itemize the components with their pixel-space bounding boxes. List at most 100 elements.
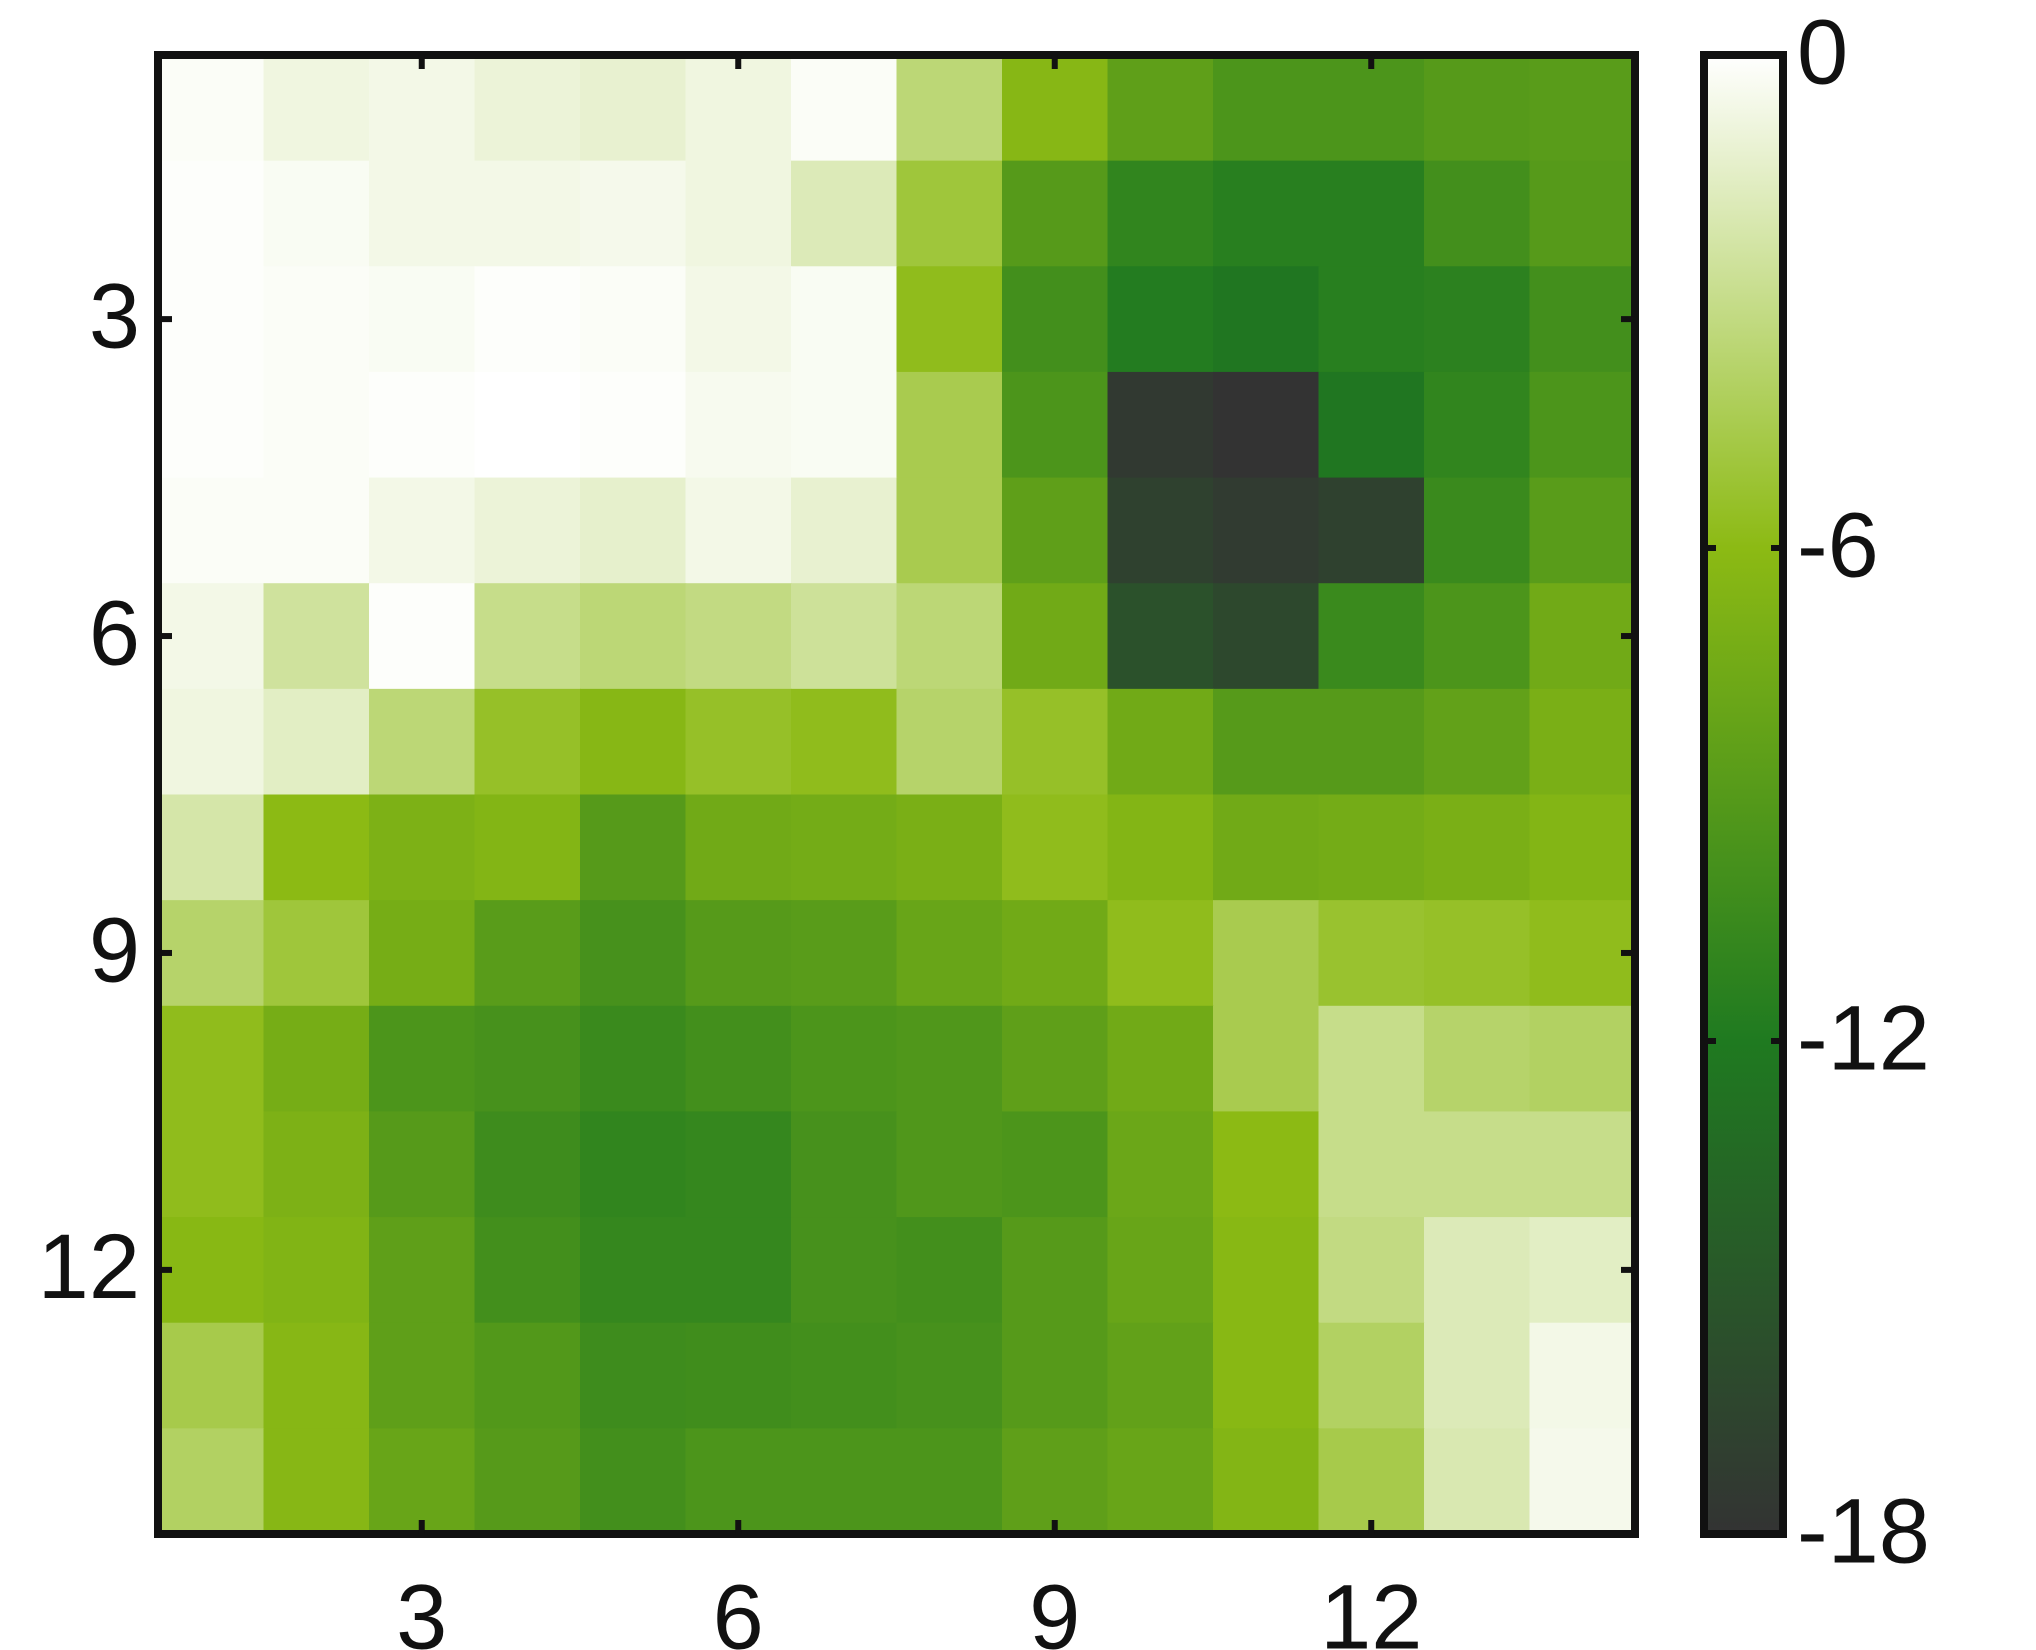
colorbar [1700, 51, 1787, 1538]
heatmap-cell [1424, 688, 1531, 796]
heatmap-cell [369, 371, 476, 479]
heatmap-cell [263, 1111, 370, 1218]
heatmap-cell [1318, 1217, 1425, 1324]
heatmap-cell [896, 688, 1003, 796]
heatmap-cell [263, 688, 370, 796]
heatmap-cell [1107, 794, 1214, 901]
heatmap-cell [1529, 477, 1636, 585]
heatmap-cell [1107, 477, 1214, 585]
y-tick-label: 6 [89, 582, 140, 684]
heatmap-cell [1002, 688, 1109, 796]
heatmap-cell [369, 794, 476, 901]
heatmap-cell [474, 160, 581, 268]
x-tick-label: 6 [713, 1566, 764, 1650]
x-tick-label: 9 [1029, 1566, 1080, 1650]
heatmap-cell [1107, 583, 1214, 690]
heatmap-cell [263, 55, 370, 162]
heatmap-cell [580, 477, 687, 585]
heatmap-cell [580, 371, 687, 479]
heatmap-cell [158, 1217, 265, 1324]
heatmap-cell [685, 900, 792, 1007]
heatmap-cell [685, 160, 792, 268]
heatmap-cell [158, 1005, 265, 1113]
heatmap-cell [158, 266, 265, 373]
heatmap-cell [263, 371, 370, 479]
heatmap-cell [685, 1217, 792, 1324]
heatmap-cell [896, 583, 1003, 690]
heatmap-cell [369, 1428, 476, 1535]
heatmap-cell [685, 688, 792, 796]
heatmap-cell [580, 1217, 687, 1324]
heatmap-cell [1213, 160, 1320, 268]
heatmap-cell [1529, 794, 1636, 901]
heatmap-cell [685, 1322, 792, 1430]
heatmap-cell [263, 1322, 370, 1430]
y-tick-label: 12 [38, 1216, 140, 1318]
heatmap-cell [685, 1111, 792, 1218]
heatmap-cell [1424, 477, 1531, 585]
heatmap-cell [1002, 794, 1109, 901]
heatmap-cell [896, 1217, 1003, 1324]
heatmap-cell [263, 266, 370, 373]
heatmap-cell [791, 583, 898, 690]
heatmap-cell [896, 1111, 1003, 1218]
colorbar-tick-label: -18 [1797, 1480, 1930, 1582]
heatmap-cell [474, 688, 581, 796]
heatmap-cell [369, 55, 476, 162]
heatmap-cell [263, 160, 370, 268]
heatmap-cell [1107, 688, 1214, 796]
heatmap-cell [1529, 266, 1636, 373]
heatmap-cell [1318, 794, 1425, 901]
heatmap-cell [1529, 1322, 1636, 1430]
heatmap-cell [1529, 1217, 1636, 1324]
heatmap-cell [1107, 1005, 1214, 1113]
heatmap-cell [791, 1005, 898, 1113]
heatmap-cell [263, 1428, 370, 1535]
heatmap-cell [474, 477, 581, 585]
plot-frame [154, 51, 1639, 1538]
heatmap-cell [1424, 900, 1531, 1007]
heatmap-cell [1213, 477, 1320, 585]
heatmap-cell [1424, 583, 1531, 690]
heatmap-cell [263, 900, 370, 1007]
heatmap-cell [1424, 371, 1531, 479]
heatmap-cell [1318, 1005, 1425, 1113]
heatmap-cell [896, 371, 1003, 479]
heatmap-cell [1002, 477, 1109, 585]
heatmap-cell [1424, 1111, 1531, 1218]
heatmap-cell [1002, 55, 1109, 162]
heatmap-cell [1529, 160, 1636, 268]
heatmap-cell [1002, 371, 1109, 479]
heatmap-cell [685, 794, 792, 901]
heatmap-cell [896, 794, 1003, 901]
heatmap-cell [1107, 1428, 1214, 1535]
heatmap-cell [158, 794, 265, 901]
heatmap-cell [1107, 1217, 1214, 1324]
heatmap-cell [1424, 1322, 1531, 1430]
heatmap-cell [474, 1428, 581, 1535]
heatmap-cell [896, 1322, 1003, 1430]
heatmap-cell [474, 371, 581, 479]
heatmap-cell [896, 1428, 1003, 1535]
heatmap-cell [896, 900, 1003, 1007]
heatmap-cell [1213, 1111, 1320, 1218]
heatmap-cell [685, 1005, 792, 1113]
heatmap-cell [474, 583, 581, 690]
heatmap-cell [1107, 371, 1214, 479]
heatmap-cell [1529, 371, 1636, 479]
heatmap-cell [158, 477, 265, 585]
heatmap-cell [1318, 371, 1425, 479]
heatmap-cell [580, 1005, 687, 1113]
heatmap-cell [1213, 1322, 1320, 1430]
heatmap-cell [580, 1111, 687, 1218]
heatmap-cell [896, 55, 1003, 162]
heatmap-cell [580, 160, 687, 268]
heatmap-cell [158, 55, 265, 162]
heatmap-cell [369, 900, 476, 1007]
heatmap-cell [580, 266, 687, 373]
heatmap-cell [1529, 900, 1636, 1007]
heatmap-cell [791, 1322, 898, 1430]
heatmap-cell [369, 1005, 476, 1113]
heatmap-cell [1213, 1005, 1320, 1113]
